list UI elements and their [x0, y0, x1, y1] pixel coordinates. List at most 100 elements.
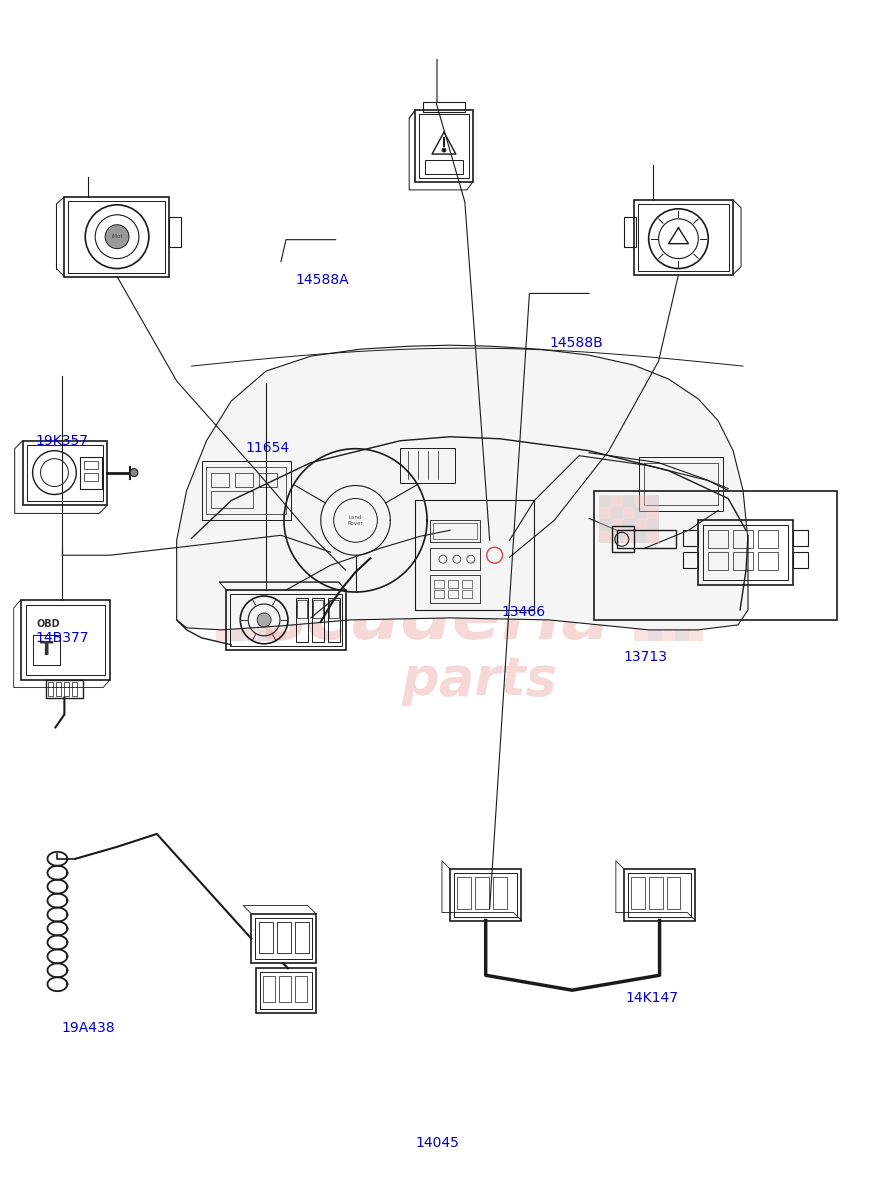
Bar [634, 626, 648, 641]
Bar [647, 508, 659, 520]
Polygon shape [177, 346, 748, 630]
Bar [295, 977, 307, 1002]
Bar [649, 877, 662, 908]
Bar [420, 114, 468, 178]
Bar [312, 598, 323, 642]
Text: 14588A: 14588A [295, 272, 350, 287]
Bar [259, 473, 277, 486]
Bar [206, 467, 286, 515]
Bar [423, 102, 465, 113]
Text: OBD: OBD [37, 619, 60, 629]
Text: 19A438: 19A438 [61, 1021, 114, 1034]
Bar [297, 600, 307, 618]
Bar [251, 913, 316, 964]
Bar [434, 590, 444, 598]
Text: 11654: 11654 [246, 442, 289, 455]
Bar [26, 445, 103, 502]
Bar [733, 530, 753, 548]
Bar [623, 508, 635, 520]
Bar [260, 972, 312, 1009]
Bar [623, 496, 635, 508]
Bar [648, 626, 662, 641]
Circle shape [257, 613, 271, 626]
Bar [635, 532, 647, 544]
Bar [73, 682, 77, 696]
Bar [272, 599, 286, 613]
Bar [425, 160, 463, 174]
Bar [65, 197, 169, 276]
Bar [639, 457, 723, 511]
Bar [430, 521, 480, 542]
Bar [272, 586, 286, 599]
Bar [430, 548, 480, 570]
Text: 14K147: 14K147 [626, 991, 679, 1004]
Bar [612, 527, 634, 552]
Bar [430, 575, 480, 602]
Bar [662, 626, 676, 641]
Bar [272, 613, 286, 626]
Bar [231, 594, 342, 646]
Bar [32, 635, 60, 665]
Text: 19K357: 19K357 [35, 434, 88, 448]
Bar [25, 605, 105, 674]
Bar [258, 586, 272, 599]
Bar [624, 217, 635, 247]
Text: iMot: iMot [111, 234, 123, 239]
Text: scuderia: scuderia [263, 586, 611, 654]
Bar [217, 586, 231, 599]
Bar [235, 473, 253, 486]
Bar [624, 869, 696, 920]
Bar [676, 626, 690, 641]
Text: 13466: 13466 [502, 605, 546, 619]
Bar [258, 599, 272, 613]
Bar [599, 532, 611, 544]
Bar [244, 599, 258, 613]
Bar [475, 877, 489, 908]
Bar [231, 613, 244, 626]
Bar [599, 520, 611, 532]
Bar [634, 599, 648, 613]
Bar [277, 922, 291, 953]
Bar [758, 530, 778, 548]
Bar [647, 496, 659, 508]
Bar [461, 590, 472, 598]
Bar [256, 968, 316, 1013]
Bar [611, 508, 623, 520]
Bar [676, 613, 690, 626]
Bar [244, 586, 258, 599]
Bar [638, 204, 729, 270]
Bar [635, 496, 647, 508]
Bar [634, 613, 648, 626]
Bar [704, 526, 787, 580]
Bar [231, 626, 244, 641]
Text: 14B377: 14B377 [35, 631, 88, 646]
Bar [461, 580, 472, 588]
Bar [457, 877, 471, 908]
Bar [21, 600, 110, 679]
Text: 13713: 13713 [623, 650, 668, 665]
Circle shape [442, 148, 446, 152]
Bar [628, 872, 691, 917]
Text: 14588B: 14588B [549, 336, 603, 350]
Bar [328, 598, 340, 642]
Bar [690, 613, 704, 626]
Bar [23, 440, 108, 505]
Bar [599, 496, 611, 508]
Bar [631, 877, 645, 908]
Bar [635, 508, 647, 520]
Bar [647, 532, 659, 544]
Bar [57, 682, 61, 696]
Bar [676, 586, 690, 599]
Bar [648, 613, 662, 626]
Bar [662, 599, 676, 613]
Bar [217, 626, 231, 641]
Bar [295, 922, 309, 953]
Bar [169, 217, 181, 247]
Bar [647, 520, 659, 532]
Bar [434, 580, 444, 588]
Bar [758, 552, 778, 570]
Bar [611, 532, 623, 544]
Bar [594, 491, 837, 620]
Bar [635, 520, 647, 532]
Bar [454, 872, 517, 917]
